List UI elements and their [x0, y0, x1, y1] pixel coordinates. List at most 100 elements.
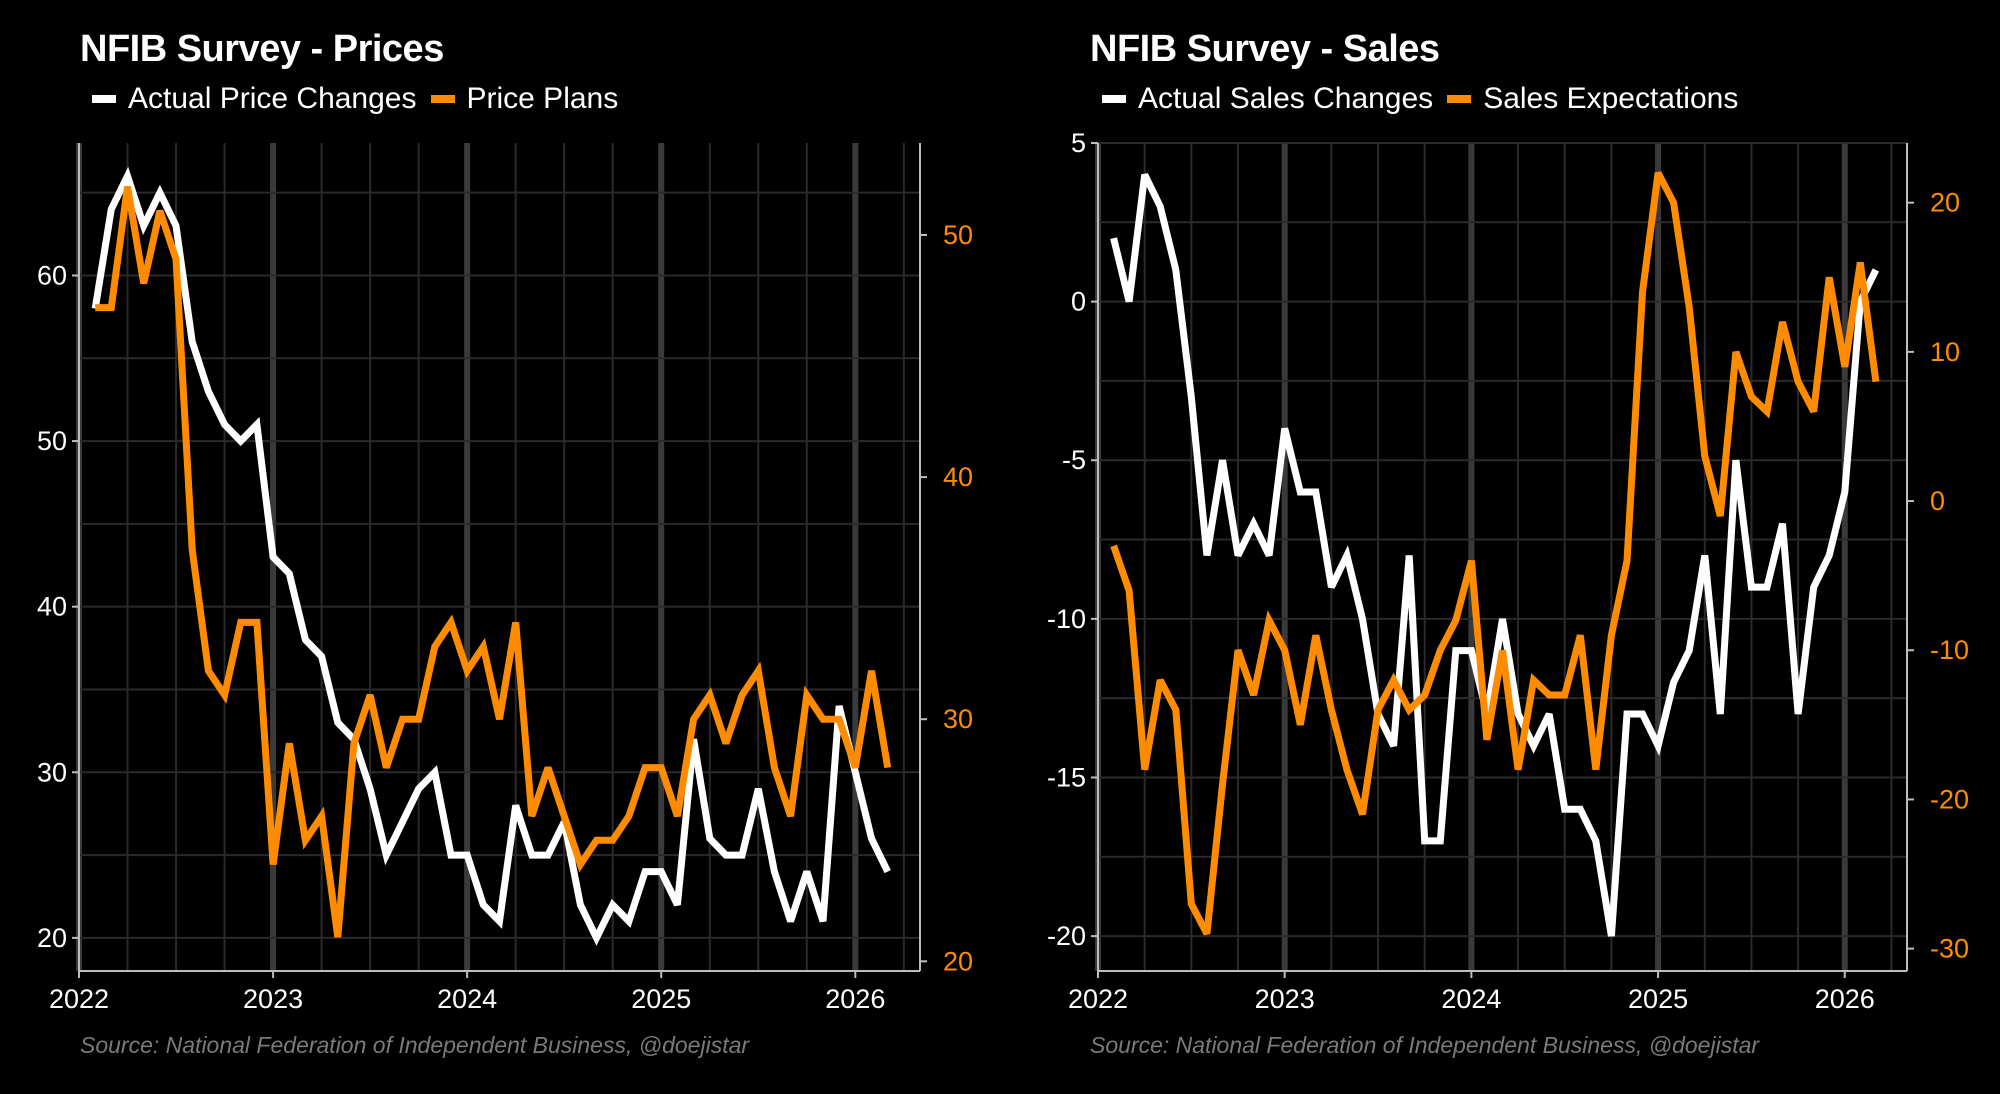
- data-point: [253, 619, 260, 626]
- data-point: [1655, 742, 1662, 749]
- data-point: [367, 785, 374, 792]
- data-point: [1701, 453, 1708, 460]
- data-point: [1826, 274, 1833, 281]
- data-point: [447, 852, 454, 859]
- data-point: [415, 716, 422, 723]
- data-point: [270, 554, 277, 561]
- y-right-tick-label: -30: [1930, 934, 1969, 964]
- y-left-tick-label: -20: [1047, 921, 1086, 951]
- data-point: [1592, 766, 1599, 773]
- data-point: [1732, 457, 1739, 464]
- data-point: [399, 818, 406, 825]
- data-point: [1281, 647, 1288, 654]
- y-right-tick-label: 10: [1930, 337, 1960, 367]
- y-left-tick-label: 20: [37, 923, 67, 953]
- data-point: [1250, 692, 1257, 699]
- data-point: [1670, 199, 1677, 206]
- data-point: [1203, 930, 1210, 937]
- data-point: [1172, 706, 1179, 713]
- data-point: [658, 764, 665, 771]
- legend-item-sales-expectations: Sales Expectations: [1447, 82, 1738, 116]
- data-point: [1452, 617, 1459, 624]
- data-point: [1141, 171, 1148, 178]
- data-point: [528, 852, 535, 859]
- x-tick-label: 2026: [1815, 984, 1875, 1014]
- data-point: [1328, 584, 1335, 591]
- data-point: [722, 852, 729, 859]
- data-point: [173, 256, 180, 263]
- data-point: [1732, 348, 1739, 355]
- y-right-tick-label: 20: [1930, 188, 1960, 218]
- data-point: [1110, 542, 1117, 549]
- data-point: [1359, 811, 1366, 818]
- data-point: [447, 619, 454, 626]
- y-right-tick-label: -10: [1930, 635, 1969, 665]
- data-point: [1841, 363, 1848, 370]
- y-left-tick-label: 50: [37, 426, 67, 456]
- data-point: [496, 918, 503, 925]
- data-point: [674, 901, 681, 908]
- data-point: [286, 740, 293, 747]
- data-point: [189, 338, 196, 345]
- data-point: [1126, 587, 1133, 594]
- data-point: [253, 421, 260, 428]
- data-point: [1390, 677, 1397, 684]
- data-point: [302, 837, 309, 844]
- data-point: [625, 918, 632, 925]
- data-point: [1468, 557, 1475, 564]
- data-point: [1686, 647, 1693, 654]
- data-point: [1515, 766, 1522, 773]
- data-point: [771, 868, 778, 875]
- data-point: [124, 173, 131, 180]
- data-point: [334, 934, 341, 941]
- y-left-tick-label: 60: [37, 260, 67, 290]
- data-point: [690, 716, 697, 723]
- data-point: [1670, 679, 1677, 686]
- data-point: [1779, 319, 1786, 326]
- data-point: [674, 813, 681, 820]
- data-point: [399, 716, 406, 723]
- data-point: [318, 653, 325, 660]
- series-line-sales-expectations: [1110, 171, 1880, 936]
- data-point: [1126, 298, 1133, 305]
- data-point: [1266, 552, 1273, 559]
- data-point: [1561, 806, 1568, 813]
- data-point: [367, 692, 374, 699]
- data-point: [237, 619, 244, 626]
- data-point: [884, 868, 891, 875]
- data-point: [1577, 632, 1584, 639]
- data-point: [334, 719, 341, 726]
- y-right-tick-label: 50: [943, 220, 973, 250]
- data-point: [173, 222, 180, 229]
- y-left-tick-label: -5: [1062, 445, 1086, 475]
- data-point: [431, 643, 438, 650]
- data-point: [464, 667, 471, 674]
- data-point: [722, 740, 729, 747]
- gridlines: [76, 143, 920, 971]
- data-point: [1748, 393, 1755, 400]
- data-point: [415, 785, 422, 792]
- data-point: [286, 570, 293, 577]
- prices-chart-plot: 20 30 40 50 60 20 30 40 50 2022 2023 2024 2025 2026: [37, 143, 973, 1014]
- data-point: [205, 667, 212, 674]
- x-tick-label: 2025: [631, 984, 691, 1014]
- data-point: [1639, 711, 1646, 718]
- data-point: [383, 852, 390, 859]
- data-point: [528, 813, 535, 820]
- series-line-actual-sales-changes: [1110, 173, 1880, 937]
- data-point: [221, 692, 228, 699]
- data-point: [642, 868, 649, 875]
- data-point: [1437, 837, 1444, 844]
- data-point: [1203, 552, 1210, 559]
- data-point: [1872, 378, 1879, 385]
- data-point: [1281, 425, 1288, 432]
- legend-item-price-plans: Price Plans: [430, 82, 618, 116]
- x-tick-label: 2024: [437, 984, 497, 1014]
- data-point: [755, 785, 762, 792]
- series-points-actual-price-changes: [92, 173, 891, 942]
- x-tick-label: 2022: [49, 984, 109, 1014]
- y-right-tick-label: -20: [1930, 784, 1969, 814]
- prices-panel: NFIB Survey - Prices Actual Price Change…: [37, 28, 973, 1058]
- data-point: [609, 837, 616, 844]
- data-point: [1530, 677, 1537, 684]
